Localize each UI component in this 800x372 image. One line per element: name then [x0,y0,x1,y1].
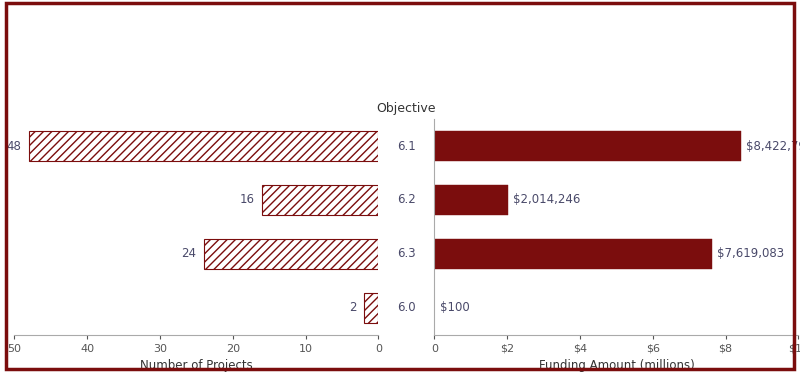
Text: 6.0: 6.0 [397,301,416,314]
Bar [434,131,741,161]
Text: 24: 24 [182,247,197,260]
Bar [204,239,378,269]
Text: 16: 16 [240,193,254,206]
Text: Number of Projects: 90: Number of Projects: 90 [314,89,486,102]
Text: Objective: Objective [377,102,436,115]
Text: 2: 2 [349,301,357,314]
Text: 2019: 2019 [378,16,422,31]
Text: $7,619,083: $7,619,083 [717,247,784,260]
Text: Total Funding: $18,056,226: Total Funding: $18,056,226 [298,65,502,78]
X-axis label: Funding Amount (millions): Funding Amount (millions) [538,359,694,372]
Text: Question 6: Lifespan: Question 6: Lifespan [311,40,489,55]
Bar [434,239,712,269]
X-axis label: Number of Projects: Number of Projects [140,359,253,372]
Text: 6.2: 6.2 [397,193,416,206]
Text: 6.1: 6.1 [397,140,416,153]
Text: $100: $100 [440,301,470,314]
Text: 6.3: 6.3 [397,247,416,260]
Bar [364,293,378,323]
Bar [434,185,508,215]
Text: 48: 48 [7,140,22,153]
Text: $2,014,246: $2,014,246 [513,193,581,206]
Text: $8,422,797: $8,422,797 [746,140,800,153]
Bar [29,131,378,161]
Bar [262,185,378,215]
